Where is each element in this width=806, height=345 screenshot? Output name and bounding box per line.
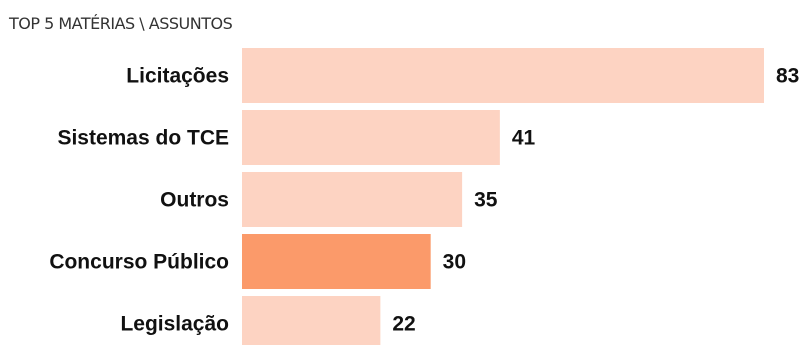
category-label-licitacoes: Licitações — [126, 65, 229, 88]
bar-licitacoes — [242, 48, 764, 103]
category-label-outros: Outros — [160, 189, 229, 212]
bar-concurso-publico — [242, 234, 431, 289]
bars-group — [242, 48, 764, 345]
category-labels-group: Licitações Sistemas do TCE Outros Concurso … — [49, 65, 229, 336]
value-label-outros: 35 — [474, 189, 498, 212]
bar-outros — [242, 172, 463, 227]
category-label-sistemas-do-tce: Sistemas do TCE — [57, 127, 229, 150]
value-label-concurso-publico: 30 — [443, 251, 466, 274]
bar-legislacao — [242, 296, 381, 345]
category-label-legislacao: Legislação — [120, 313, 229, 336]
value-label-licitacoes: 83 — [776, 65, 799, 88]
value-label-legislacao: 22 — [392, 313, 415, 336]
bar-sistemas-do-tce — [242, 110, 500, 165]
value-labels-group: 83 41 35 30 22 — [392, 65, 799, 336]
chart-title: TOP 5 MATÉRIAS \ ASSUNTOS — [9, 14, 233, 33]
category-label-concurso-publico: Concurso Público — [49, 251, 229, 274]
value-label-sistemas-do-tce: 41 — [512, 127, 536, 150]
